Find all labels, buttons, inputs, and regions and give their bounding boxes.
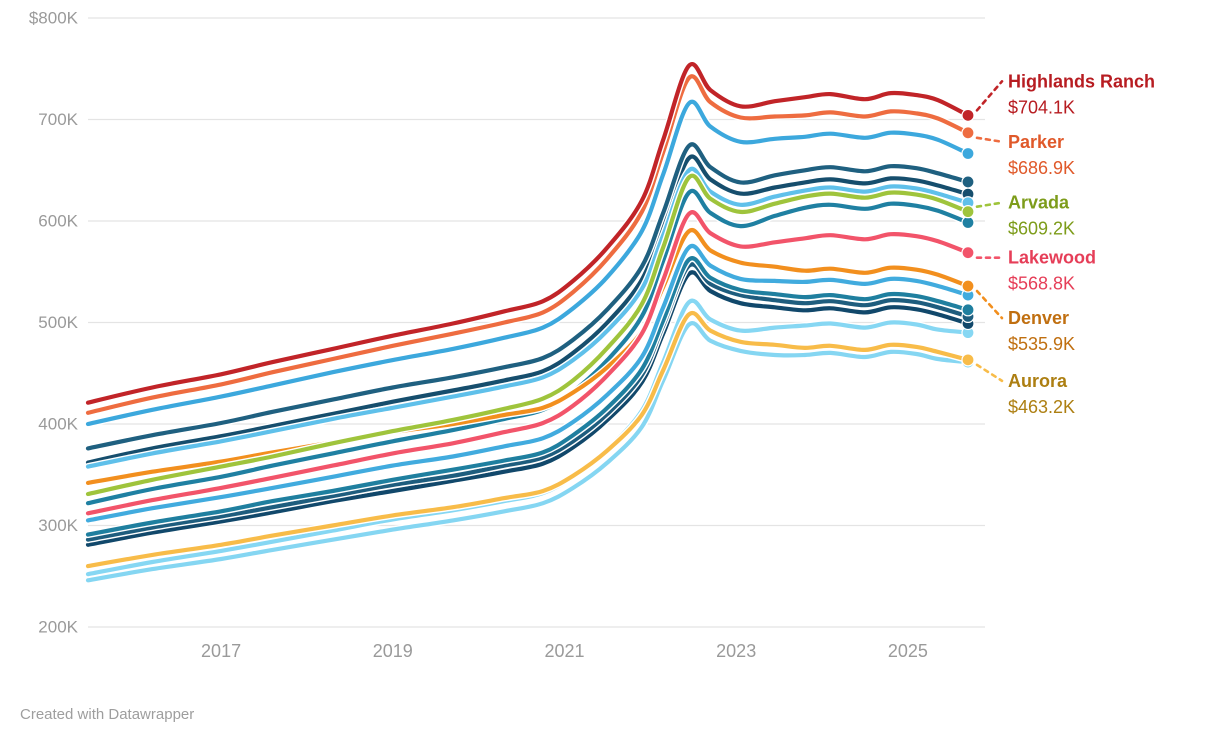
y-tick-label: 600K [38,212,78,231]
series-line-arvada [85,173,971,497]
label-connector-arvada [975,201,1004,208]
series-endpoint-dot-lakewood [961,246,975,260]
x-tick-label: 2025 [888,641,928,661]
series-line-unlabeled-sky-1 [85,99,971,427]
series-line-unlabeled-navy-1 [85,142,971,451]
series-line-unlabeled-teal-2 [85,256,971,537]
x-tick-label: 2017 [201,641,241,661]
label-connector-parker [975,136,1004,144]
y-tick-label: $800K [29,9,79,28]
datawrapper-credit: Created with Datawrapper [20,706,195,723]
series-label-name-lakewood: Lakewood [1008,248,1096,268]
series-endpoint-dot-aurora [961,353,975,367]
series-endpoint-dot-unlabeled-teal-2 [961,303,975,317]
series-line-parker [85,74,971,415]
series-line-highlands-ranch [85,61,971,405]
label-connector-highlands-ranch [975,80,1004,112]
series-label-value-denver: $535.9K [1008,334,1075,354]
series-line-unlabeled-lightblue-1 [85,166,971,469]
y-tick-label: 300K [38,516,78,535]
home-values-line-chart: $800K 700K 600K 500K 400K 300K 200K 2017 2019 202… [29,9,1155,662]
series-label-value-aurora: $463.2K [1008,397,1075,417]
series-label-value-parker: $686.9K [1008,158,1075,178]
series-line-lakewood [85,210,971,516]
series-endpoint-dot-unlabeled-navy-1 [961,175,975,189]
series-endpoint-dot-unlabeled-sky-1 [961,146,975,161]
series-label-name-denver: Denver [1008,308,1069,328]
series-line-aurora [85,310,971,569]
x-tick-label: 2019 [373,641,413,661]
series-label-name-highlands-ranch: Highlands Ranch [1008,71,1155,91]
series-endpoint-dot-arvada [961,205,975,219]
x-tick-label: 2021 [544,641,584,661]
x-tick-label: 2023 [716,641,756,661]
series-label-name-aurora: Aurora [1008,371,1068,391]
series-endpoint-dot-highlands-ranch [961,108,975,122]
y-tick-label: 500K [38,313,78,332]
series-label-name-arvada: Arvada [1008,193,1070,213]
series-endpoint-dot-denver [961,279,975,293]
y-tick-label: 200K [38,618,78,637]
series-endpoint-dot-unlabeled-teal-1 [961,215,975,230]
series-line-unlabeled-cyan-1 [85,321,971,583]
y-tick-label: 400K [38,415,78,434]
y-tick-label: 700K [38,110,78,129]
series-label-value-arvada: $609.2K [1008,219,1075,239]
series-label-value-highlands-ranch: $704.1K [1008,97,1075,117]
series-endpoint-dot-parker [961,126,975,140]
series-label-name-parker: Parker [1008,132,1064,152]
label-connector-aurora [975,363,1004,383]
series-label-value-lakewood: $568.8K [1008,274,1075,294]
series-line-unlabeled-teal-1 [85,188,971,506]
series-line-unlabeled-sky-2 [85,243,971,523]
label-connector-denver [975,289,1004,320]
